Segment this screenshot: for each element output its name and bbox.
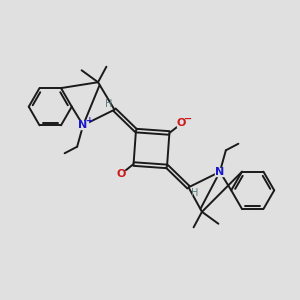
Bar — [177, 120, 186, 127]
Text: O: O — [177, 118, 186, 128]
Bar — [215, 168, 224, 176]
Text: O: O — [116, 169, 126, 179]
Text: H: H — [105, 99, 113, 109]
Text: N: N — [79, 120, 88, 130]
Text: −: − — [184, 114, 192, 124]
Bar — [78, 121, 88, 129]
Text: +: + — [86, 116, 94, 125]
Text: N: N — [215, 167, 224, 177]
Text: H: H — [191, 188, 199, 198]
Bar — [117, 171, 125, 178]
